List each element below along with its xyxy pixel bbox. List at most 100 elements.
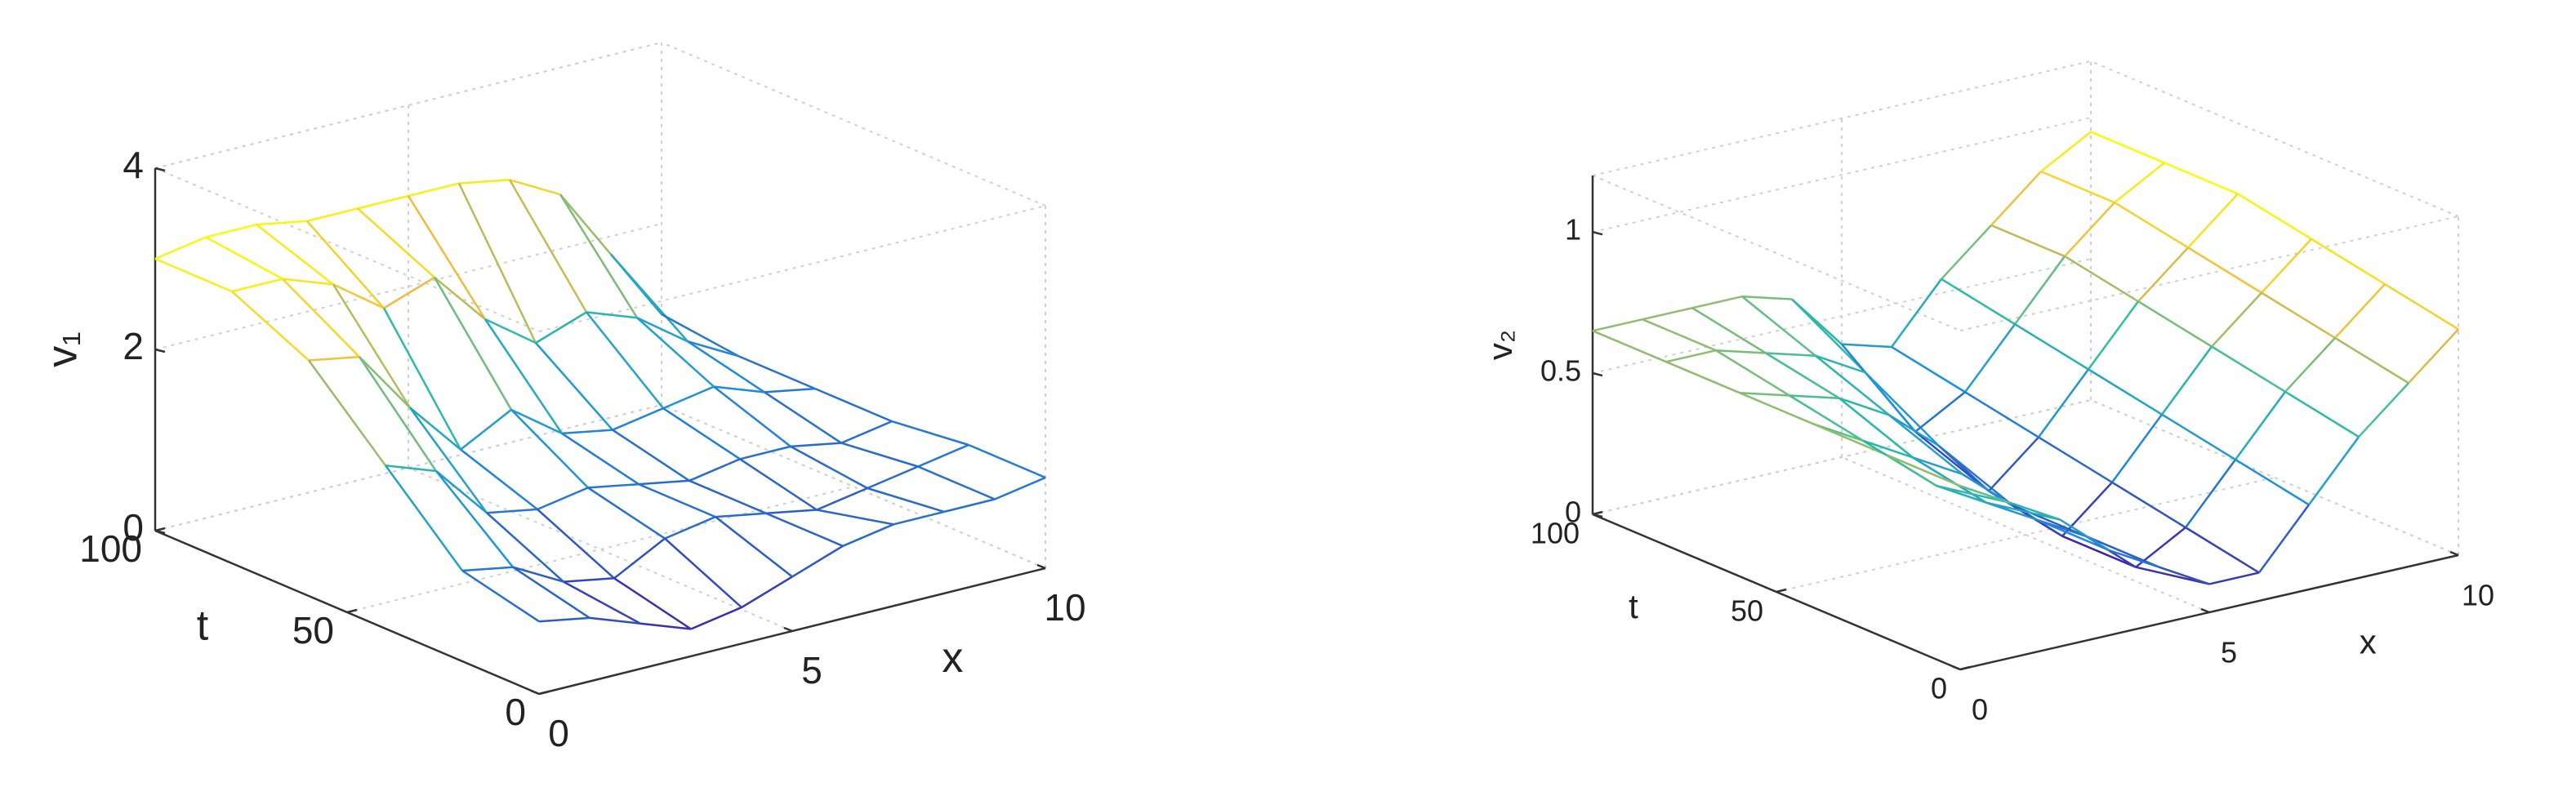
mesh-line [1741,295,1793,300]
box-edge [538,205,1046,332]
mesh-line [1691,295,1743,309]
mesh-line [739,445,791,460]
mesh-line [2358,382,2409,438]
mesh-line [2334,336,2409,385]
mesh-line [664,515,716,540]
mesh-line [1812,423,1887,456]
mesh-line [2061,535,2137,568]
mesh-line [484,318,564,434]
mesh-line [2110,413,2164,483]
mesh-line [1642,306,1693,321]
x-axis-label: x [2360,622,2377,660]
mesh-line [2184,459,2237,528]
mesh-line [306,207,359,223]
mesh-line [2037,368,2090,438]
y-tick-label: 100 [79,527,142,570]
mesh-line [460,448,538,510]
grid-line [154,223,662,350]
x-tick [783,626,793,633]
grid-line [1592,399,2092,515]
mesh-line [1938,445,2013,506]
y-tick-label: 0 [1931,672,1947,705]
y-tick-label: 100 [1531,517,1580,550]
z-tick-label: 1 [1565,213,1581,247]
mesh-line [385,464,437,473]
mesh-line [1990,171,2042,226]
mesh-line [2307,436,2360,505]
mesh-line [559,193,612,256]
mesh-line [2311,238,2386,286]
mesh-line [358,356,438,472]
x-tick [1036,563,1046,570]
mesh-line [1665,349,1717,363]
mesh-line [535,311,587,345]
mesh-line [1815,354,1866,374]
mesh-line [2064,255,2139,303]
mesh-line [461,566,514,572]
mesh-line [610,253,689,343]
mesh-line [535,342,613,431]
mesh-line [687,340,739,358]
mesh-line [1765,352,1840,399]
mesh-line [1936,484,2011,505]
mesh-line [1841,343,1892,349]
mesh-line [2284,390,2360,438]
mesh-line [764,387,816,394]
box-edge [1959,216,2459,331]
mesh-line [537,508,615,580]
y-tick [1776,588,1787,594]
mesh-line [2014,323,2089,371]
mesh-line [1838,397,1890,416]
mesh-line [715,516,793,578]
mesh-line [2038,436,2113,483]
mesh-line [1941,225,1992,280]
grid-line [154,42,662,169]
mesh-line [2211,345,2286,393]
mesh-line [256,220,308,226]
mesh-line [2261,238,2312,294]
z-tick [1592,513,1603,518]
mesh-line [2261,291,2336,339]
mesh-line [893,510,945,526]
grid-line [154,404,662,531]
mesh-line [2114,162,2165,204]
mesh-line [205,223,257,238]
mesh-line [2161,413,2236,461]
y-tick-label: 50 [292,609,334,651]
mesh-line [512,566,591,619]
mesh-line [563,580,641,625]
mesh-line [917,465,996,500]
mesh-line [664,537,742,608]
mesh-line [382,307,462,451]
mesh-line [1789,394,1864,442]
mesh-line [814,387,893,423]
x-tick [1951,665,1961,671]
y-tick-label: 50 [1731,594,1763,628]
mesh-line [2059,518,2110,552]
mesh-line [790,445,868,490]
mesh-line [409,407,461,451]
mesh-line [662,407,741,460]
mesh-line [486,508,538,514]
mesh-line [638,482,716,518]
mesh-line [842,523,894,547]
mesh-line [308,355,360,362]
mesh-line [713,385,765,394]
mesh-line [559,193,639,318]
y-axis-label: t [1629,587,1638,625]
y-tick [1959,665,1971,671]
mesh-line [1990,224,2066,258]
mesh-line [891,420,969,447]
mesh-line [2135,527,2186,568]
mesh-line [2088,368,2163,416]
z-axis-label: v₁ [39,331,87,367]
mesh-line [486,512,564,583]
mesh-line [2090,131,2165,164]
x-tick-label: 0 [1972,693,1988,727]
mesh-line [154,236,207,260]
mesh-line [205,236,283,280]
mesh-line [713,385,791,447]
mesh-line [738,354,816,390]
mesh-line [587,482,640,489]
